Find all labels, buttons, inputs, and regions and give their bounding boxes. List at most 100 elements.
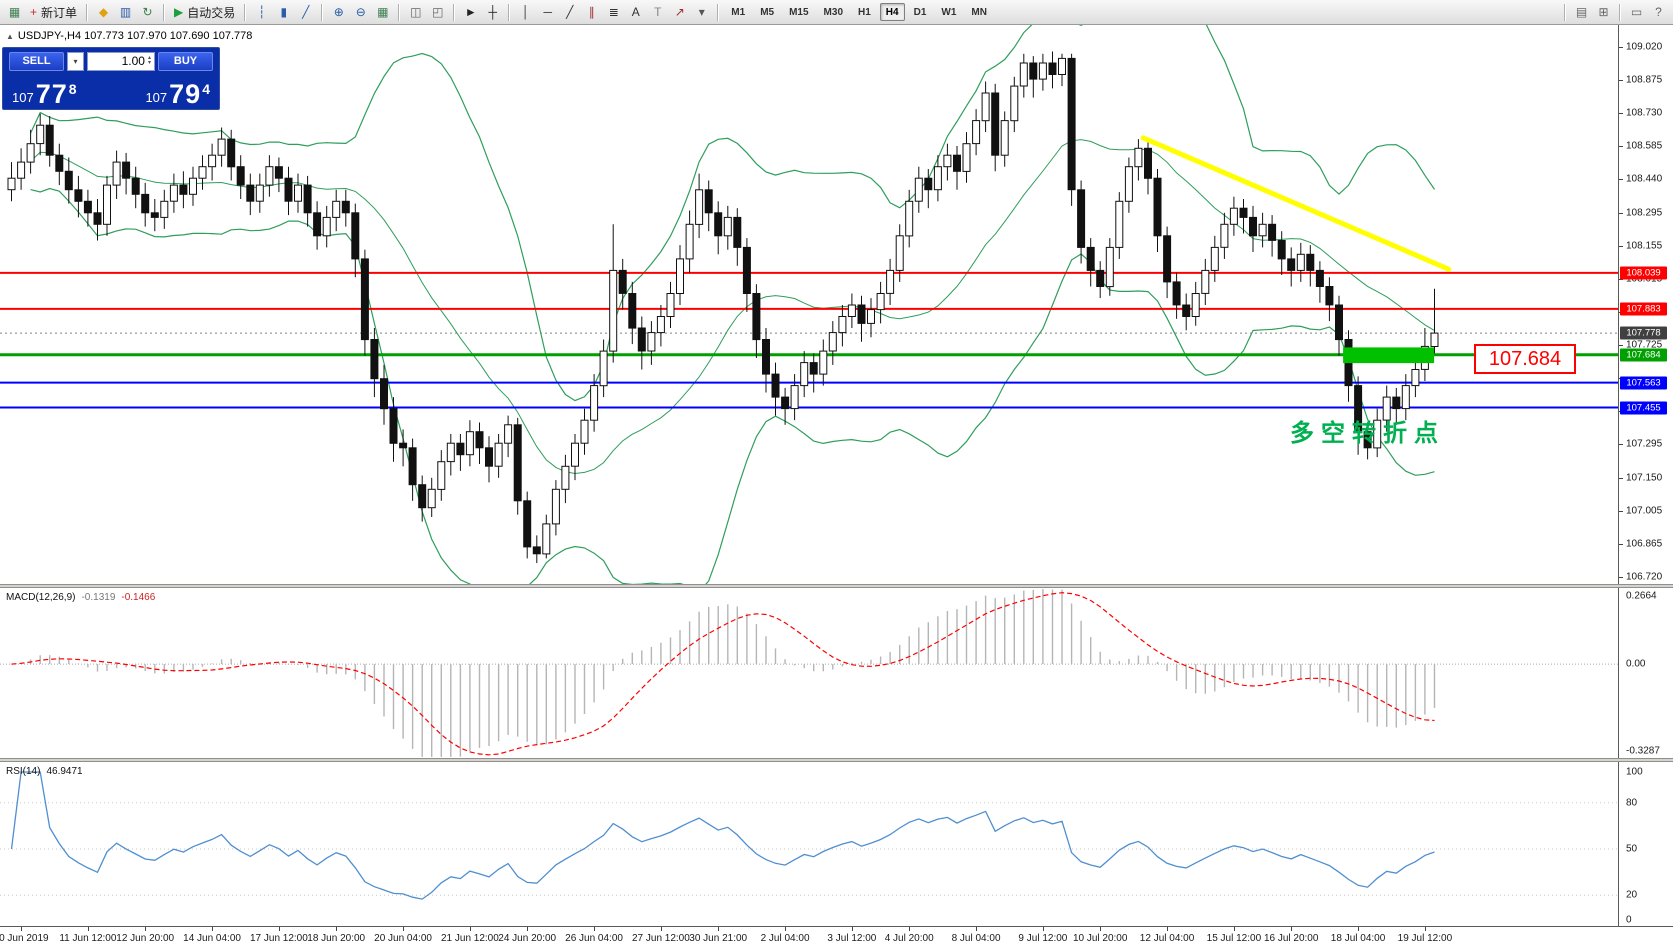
- price-scale-label: 109.020: [1626, 41, 1663, 53]
- label-button[interactable]: T: [647, 2, 668, 22]
- macd-signal-value: -0.1466: [121, 592, 156, 603]
- timeframe-m30-button[interactable]: M30: [818, 3, 849, 21]
- axis-tick: [1619, 179, 1623, 181]
- time-tick: [785, 927, 787, 931]
- navigator-button[interactable]: ↻: [137, 2, 158, 22]
- toolbar-separator: [453, 3, 456, 21]
- help-button[interactable]: ?: [1648, 2, 1669, 22]
- time-label: 24 Jun 20:00: [498, 933, 557, 944]
- market-watch-button[interactable]: ▥: [115, 2, 136, 22]
- messages-button[interactable]: ▭: [1626, 2, 1647, 22]
- new-chart-button[interactable]: ◰: [427, 2, 448, 22]
- templates-icon: ▤: [1575, 5, 1588, 19]
- rsi-canvas[interactable]: [0, 762, 1673, 926]
- vertical-line-button[interactable]: │: [515, 2, 536, 22]
- lot-dropdown-icon[interactable]: [67, 51, 84, 71]
- one-click-trading-panel: SELL 1.00 BUY 107 77 8 107 79 4: [2, 47, 220, 110]
- time-label: 4 Jul 20:00: [884, 933, 934, 944]
- new-order-button[interactable]: + 新订单: [26, 2, 81, 22]
- rsi-panel[interactable]: [0, 762, 1673, 926]
- sell-price-prefix: 107: [12, 90, 34, 105]
- tile-windows-button[interactable]: ◫: [405, 2, 426, 22]
- print-button[interactable]: ⊞: [1593, 2, 1614, 22]
- macd-histogram: [20, 589, 1436, 757]
- time-label: 12 Jun 20:00: [116, 933, 175, 944]
- lot-spinner-icon[interactable]: [148, 56, 151, 66]
- price-scale-label: 107.725: [1626, 339, 1663, 351]
- timeframe-h4-button[interactable]: H4: [879, 3, 905, 21]
- arrows-button[interactable]: ↗: [669, 2, 690, 22]
- fibonacci-button[interactable]: ≣: [603, 2, 624, 22]
- sell-price[interactable]: 107 77 8: [12, 79, 77, 109]
- panel-splitter-macd[interactable]: [0, 584, 1673, 588]
- toolbar-separator: [86, 3, 89, 21]
- crosshair-button[interactable]: ┼: [482, 2, 503, 22]
- grid-button[interactable]: ▦: [372, 2, 393, 22]
- buy-button[interactable]: BUY: [158, 51, 213, 71]
- timeframe-m5-button[interactable]: M5: [754, 3, 780, 21]
- panel-splitter-rsi[interactable]: [0, 758, 1673, 762]
- main-chart-panel[interactable]: [0, 25, 1673, 584]
- time-label: 14 Jun 04:00: [183, 933, 241, 944]
- bollinger-lower-band: [30, 187, 1435, 584]
- templates-button[interactable]: ▤: [1571, 2, 1592, 22]
- timeframe-d1-button[interactable]: D1: [908, 3, 933, 21]
- sell-price-big: 77: [35, 79, 68, 109]
- timeframe-m1-button[interactable]: M1: [725, 3, 751, 21]
- time-tick: [718, 927, 720, 931]
- charts-button[interactable]: ▦: [4, 2, 25, 22]
- buy-price[interactable]: 107 79 4: [145, 81, 210, 108]
- zoom-out-icon: ⊖: [355, 5, 366, 19]
- channel-button[interactable]: ∥: [581, 2, 602, 22]
- print-icon: ⊞: [1598, 5, 1609, 19]
- time-tick: [21, 927, 23, 931]
- candlestick-chart-button[interactable]: ▮: [273, 2, 294, 22]
- text-button[interactable]: A: [625, 2, 646, 22]
- bar-chart-button[interactable]: ┆: [251, 2, 272, 22]
- yellow-trendline[interactable]: [1140, 135, 1452, 272]
- time-label: 10 Jul 20:00: [1072, 933, 1128, 944]
- bar-chart-icon: ┆: [258, 5, 266, 19]
- shapes-dropdown-button[interactable]: ▾: [691, 2, 712, 22]
- price-scale-label: 108.440: [1626, 173, 1663, 185]
- symbol-ohlc-text: USDJPY-,H4 107.773 107.970 107.690 107.7…: [17, 30, 253, 42]
- price-tag-108.039: 108.039: [1620, 266, 1667, 280]
- axis-tick: [1619, 345, 1623, 347]
- time-label: 27 Jun 12:00: [631, 933, 690, 944]
- axis-tick: [1619, 80, 1623, 82]
- lot-size-input[interactable]: 1.00: [87, 51, 155, 71]
- macd-panel[interactable]: [0, 588, 1673, 758]
- time-label: 12 Jul 04:00: [1139, 933, 1195, 944]
- trendline-button[interactable]: ╱: [559, 2, 580, 22]
- time-label: 15 Jul 12:00: [1206, 933, 1262, 944]
- autotrade-button[interactable]: ▶ 自动交易: [170, 2, 239, 22]
- price-axis[interactable]: 109.020 108.875 108.730 108.585 108.440 108.2…: [1619, 25, 1673, 926]
- buy-price-pip: 4: [202, 81, 210, 97]
- axis-tick: [1619, 46, 1623, 48]
- zoom-in-button[interactable]: ⊕: [328, 2, 349, 22]
- support-zone-rect[interactable]: [1343, 347, 1435, 364]
- cursor-button[interactable]: ►: [460, 2, 481, 22]
- sell-button[interactable]: SELL: [9, 51, 64, 71]
- toolbar-separator: [321, 3, 324, 21]
- time-tick: [1358, 927, 1360, 931]
- timeframe-w1-button[interactable]: W1: [935, 3, 962, 21]
- price-chart-canvas[interactable]: [0, 25, 1673, 584]
- macd-canvas[interactable]: [0, 588, 1673, 758]
- axis-tick: [1619, 113, 1623, 115]
- price-tag-107.778: 107.778: [1620, 326, 1667, 340]
- horizontal-line-button[interactable]: ─: [537, 2, 558, 22]
- timeframe-h1-button[interactable]: H1: [852, 3, 877, 21]
- cursor-icon: ►: [464, 5, 477, 19]
- time-tick: [278, 927, 280, 931]
- axis-tick: [1619, 510, 1623, 512]
- favorites-button[interactable]: ◆: [93, 2, 114, 22]
- timeframe-mn-button[interactable]: MN: [965, 3, 993, 21]
- line-chart-button[interactable]: ╱: [295, 2, 316, 22]
- toolbar-separator: [163, 3, 166, 21]
- timeframe-m15-button[interactable]: M15: [783, 3, 814, 21]
- time-label: 17 Jun 12:00: [249, 933, 308, 944]
- zoom-out-button[interactable]: ⊖: [350, 2, 371, 22]
